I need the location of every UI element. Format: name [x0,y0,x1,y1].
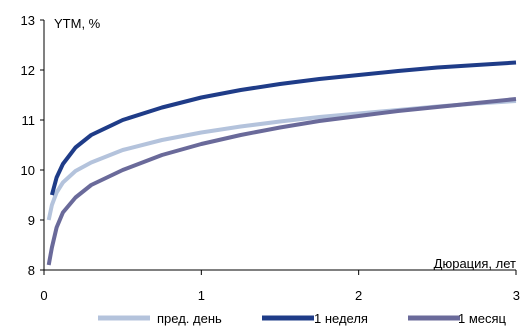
legend-label: пред. день [157,311,222,326]
x-tick-label: 1 [198,288,205,303]
series-line-2 [46,97,517,266]
legend: пред. день 1 неделя 1 месяц [98,311,507,326]
x-ticks: 0 1 2 3 [40,270,520,303]
y-tick-label: 13 [21,13,35,28]
y-tick-label: 9 [28,213,35,228]
x-axis-title: Дюрация, лет [434,256,516,271]
x-tick-label: 3 [513,288,520,303]
y-tick-label: 11 [22,113,36,128]
legend-label: 1 неделя [314,311,368,326]
x-tick-label: 0 [40,288,47,303]
plot-lines [46,60,517,266]
y-tick-label: 12 [21,63,35,78]
y-tick-label: 8 [28,263,35,278]
x-tick-label: 2 [355,288,362,303]
series-line-1 [49,60,517,196]
y-ticks: 8 9 10 11 12 13 [21,13,44,278]
series-line-0 [46,99,517,221]
y-axis-title: YTM, % [54,16,101,31]
y-tick-label: 10 [21,163,35,178]
legend-label: 1 месяц [458,311,507,326]
